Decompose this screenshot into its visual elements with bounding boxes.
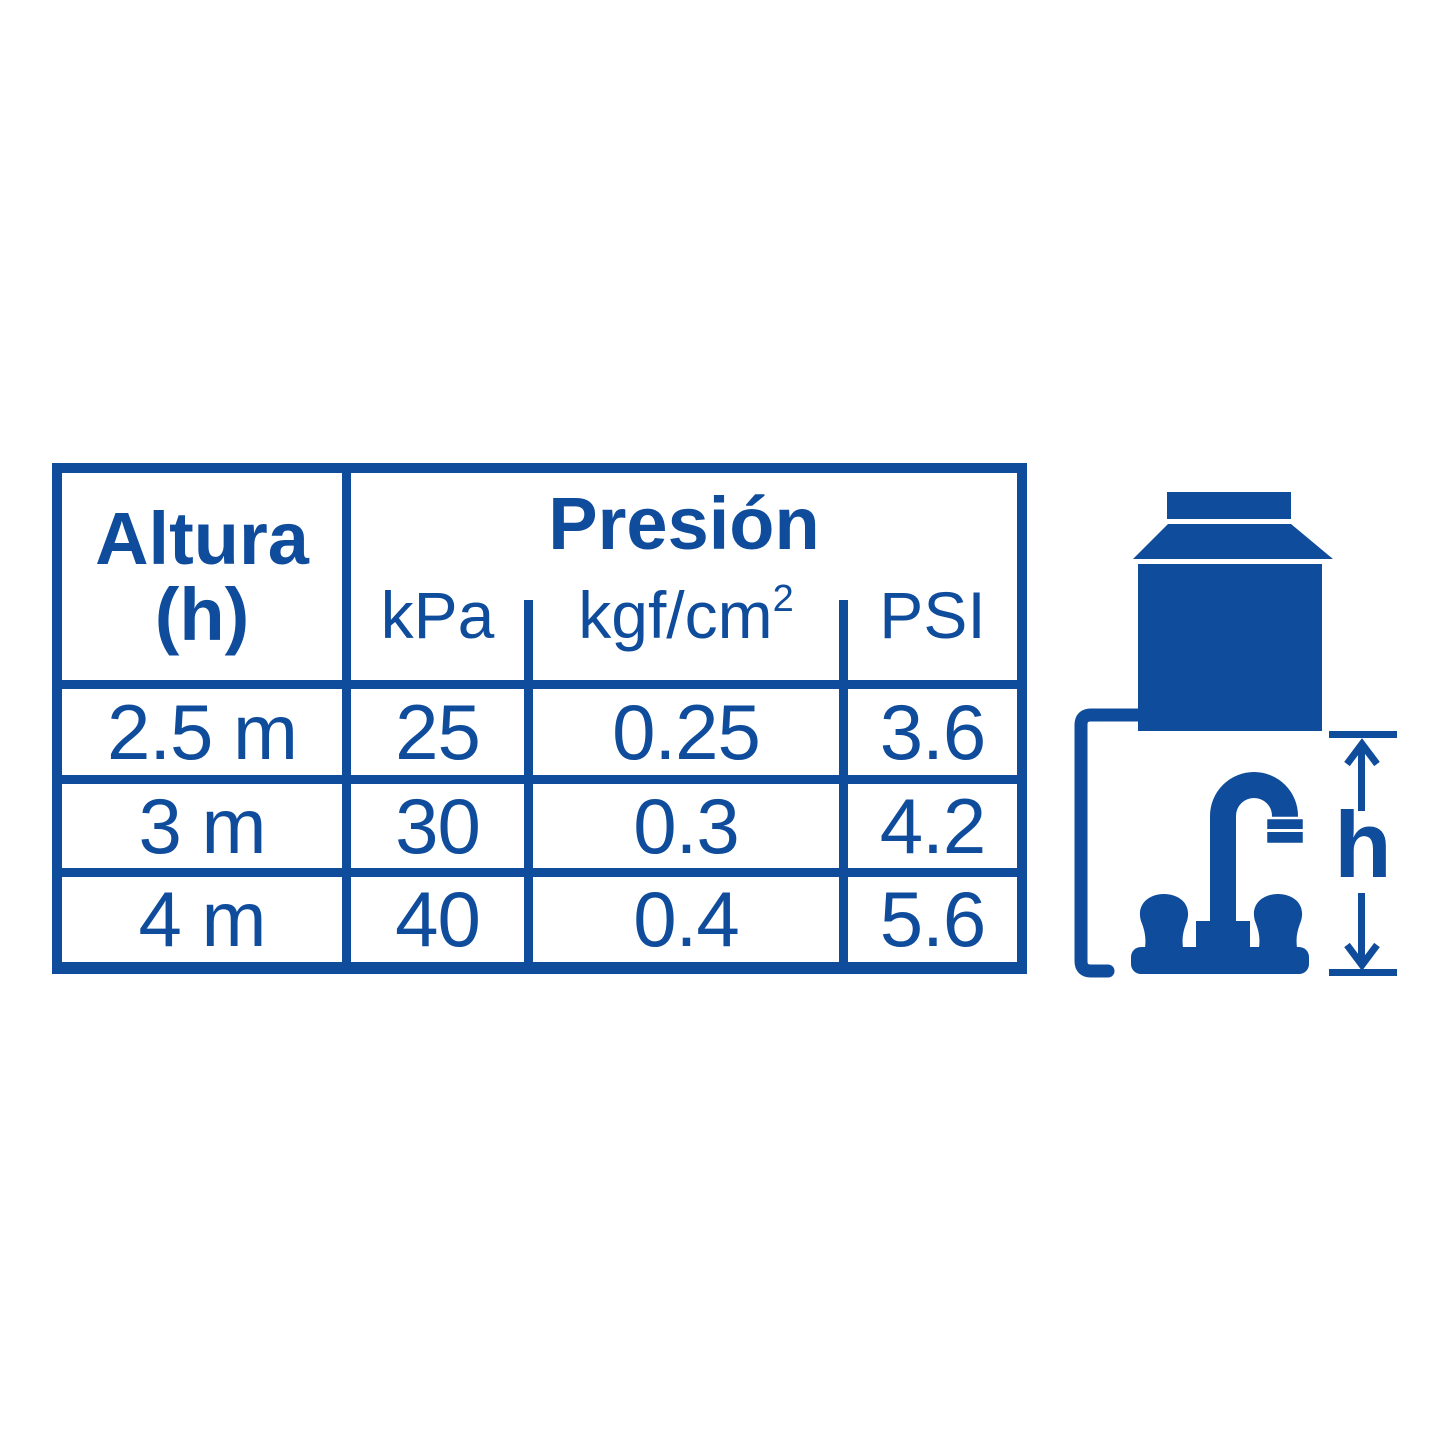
unit-divider [524, 600, 533, 680]
water-tank-shoulder-icon [1133, 524, 1333, 559]
pressure-table-grid: Altura (h) Presión kPa kgf/cm2 PSI 2.5 m… [62, 473, 1017, 962]
height-dimension-arrow [1329, 731, 1397, 976]
water-tank-lid-icon [1167, 492, 1291, 519]
faucet-aerator-line [1266, 829, 1304, 832]
dimension-top-tick [1329, 731, 1397, 738]
unit-kpa: kPa [380, 578, 495, 652]
header-altura: Altura (h) [62, 473, 342, 680]
faucet-spout-icon [1210, 772, 1298, 936]
table-cell-altura: 2.5 m [62, 689, 342, 775]
table-cell-altura: 4 m [62, 877, 342, 962]
table-cell-kpa: 30 [351, 784, 524, 868]
faucet-handle-right-icon [1253, 894, 1303, 953]
header-presion: Presión kPa kgf/cm2 PSI [351, 473, 1017, 680]
unit-kgf-cm2: kgf/cm2 [578, 578, 794, 652]
altura-label: Altura [95, 496, 309, 580]
dimension-shaft-lower [1358, 893, 1365, 964]
table-cell-kpa: 25 [351, 689, 524, 775]
unit-row: kPa kgf/cm2 PSI [351, 566, 1017, 680]
dimension-shaft-upper [1358, 744, 1365, 811]
table-cell-psi: 3.6 [848, 689, 1017, 775]
dimension-bottom-tick [1329, 969, 1397, 976]
table-cell-kgf: 0.4 [533, 877, 839, 962]
table-cell-kpa: 40 [351, 877, 524, 962]
water-tank-body-icon [1138, 564, 1322, 731]
table-cell-psi: 4.2 [848, 784, 1017, 868]
unit-psi: PSI [879, 578, 986, 652]
pressure-table: Altura (h) Presión kPa kgf/cm2 PSI 2.5 m… [52, 463, 1027, 974]
altura-sub-label: (h) [154, 572, 250, 656]
table-cell-kgf: 0.25 [533, 689, 839, 775]
unit-divider [839, 600, 848, 680]
table-cell-psi: 5.6 [848, 877, 1017, 962]
tank-faucet-diagram [1074, 492, 1397, 978]
arrow-down-icon [1344, 942, 1380, 971]
faucet-base-icon [1131, 947, 1309, 974]
table-cell-altura: 3 m [62, 784, 342, 868]
presion-label: Presión [548, 482, 820, 565]
supply-pipe-line [1074, 708, 1149, 978]
faucet-handle-left-icon [1139, 894, 1189, 953]
faucet-pedestal-icon [1196, 921, 1250, 951]
height-label: h [1334, 792, 1392, 897]
table-cell-kgf: 0.3 [533, 784, 839, 868]
